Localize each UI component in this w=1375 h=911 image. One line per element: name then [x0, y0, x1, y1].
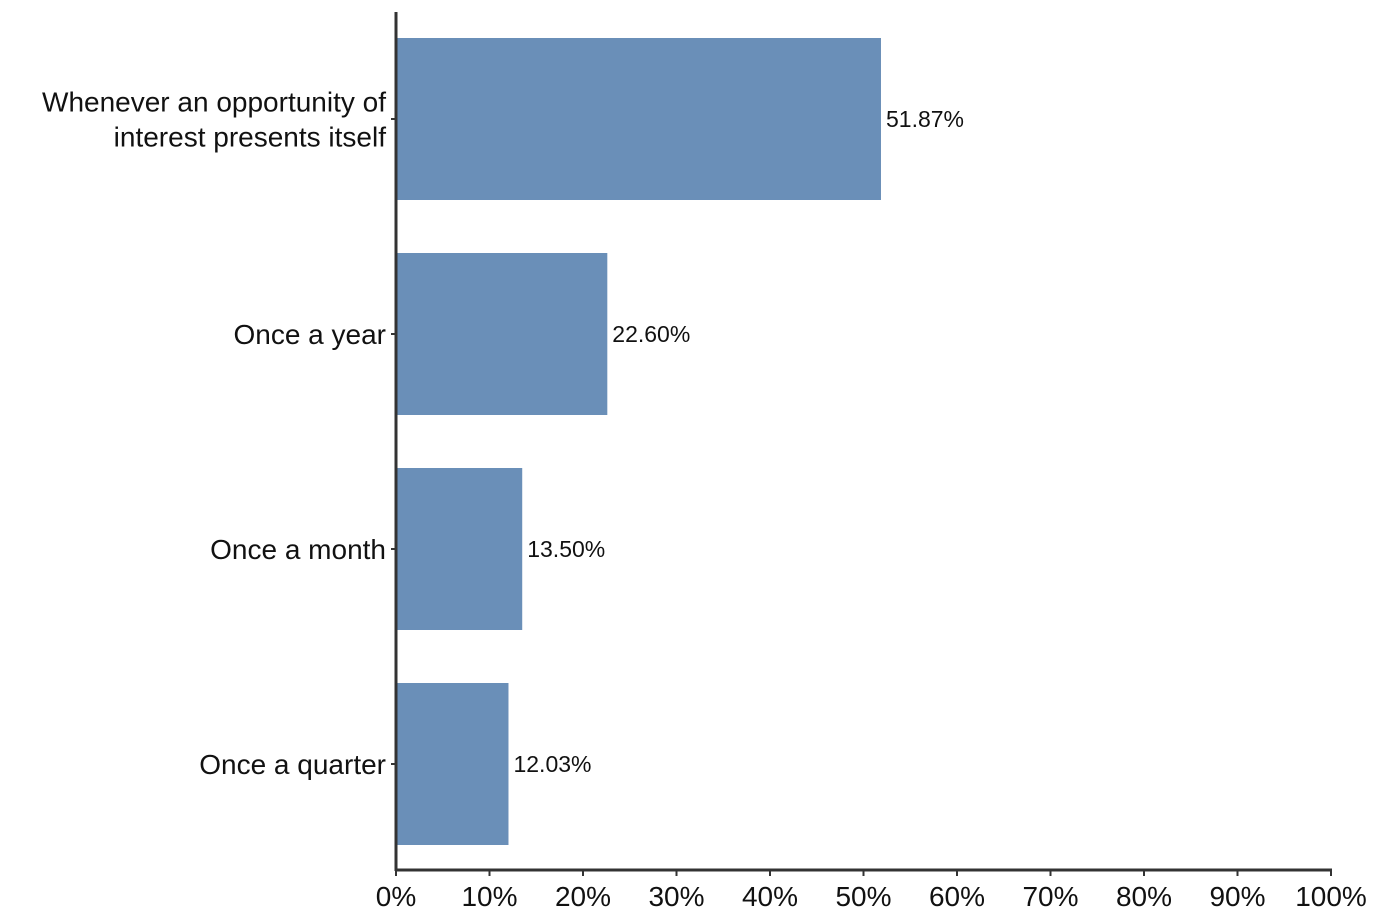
category-label-1: Once a year	[233, 319, 386, 350]
category-label-line: Whenever an opportunity of	[42, 87, 386, 118]
bar-0	[396, 38, 881, 200]
x-tick-label: 30%	[648, 881, 704, 911]
category-label-line: Once a year	[233, 319, 386, 350]
value-labels-group: 51.87% 22.60% 13.50% 12.03%	[513, 106, 964, 777]
bar-3	[396, 683, 509, 845]
bar-1	[396, 253, 608, 415]
x-tick-label: 80%	[1116, 881, 1172, 911]
x-tick-label: 100%	[1295, 881, 1367, 911]
bar-value-label-0: 51.87%	[886, 106, 964, 132]
category-labels-group: Whenever an opportunity of interest prese…	[42, 87, 396, 780]
category-label-line: Once a quarter	[199, 749, 386, 780]
x-tick-label: 0%	[376, 881, 416, 911]
x-tick-label: 20%	[555, 881, 611, 911]
bars-group	[396, 38, 881, 845]
x-tick-label: 60%	[929, 881, 985, 911]
category-label-0: Whenever an opportunity of interest prese…	[42, 87, 386, 153]
category-label-line: Once a month	[210, 534, 386, 565]
x-tick-label: 90%	[1209, 881, 1265, 911]
x-ticks-group: 0% 10% 20% 30% 40% 50% 60% 70% 80% 90% 100%	[376, 870, 1367, 911]
category-label-line: interest presents itself	[114, 122, 387, 153]
x-tick-label: 70%	[1022, 881, 1078, 911]
bar-value-label-3: 12.03%	[513, 751, 591, 777]
category-label-3: Once a quarter	[199, 749, 386, 780]
x-tick-label: 50%	[835, 881, 891, 911]
category-label-2: Once a month	[210, 534, 386, 565]
bar-value-label-2: 13.50%	[527, 536, 605, 562]
bar-2	[396, 468, 523, 630]
x-tick-label: 40%	[742, 881, 798, 911]
x-tick-label: 10%	[461, 881, 517, 911]
bar-value-label-1: 22.60%	[612, 321, 690, 347]
